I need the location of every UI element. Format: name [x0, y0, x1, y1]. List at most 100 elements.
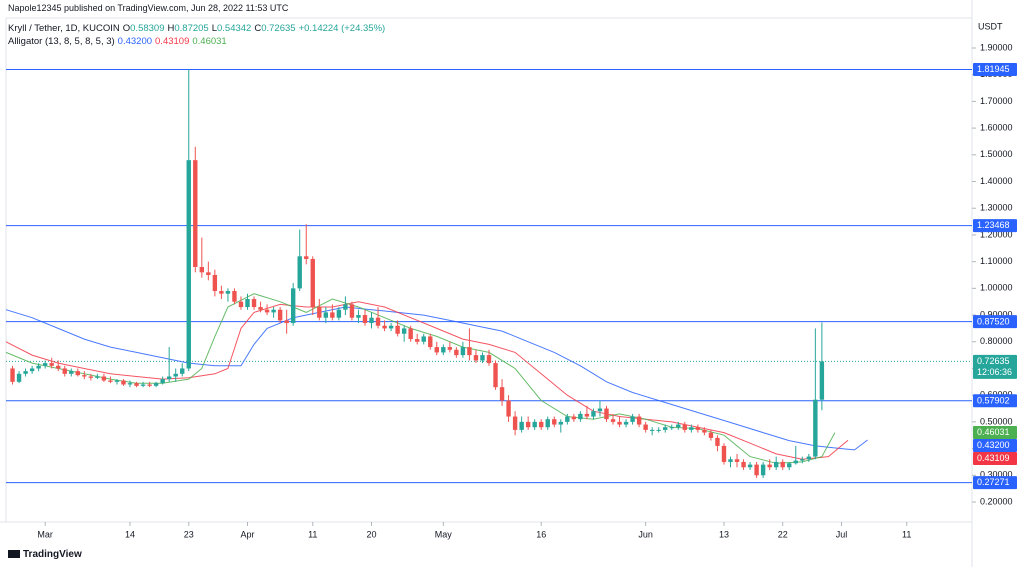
candle-body	[193, 160, 198, 267]
ohlc-key: H	[167, 23, 175, 34]
candle-body	[721, 445, 727, 462]
candle-body	[578, 413, 583, 420]
price-tag	[973, 354, 1017, 379]
ohlc-value: 0.87205	[174, 23, 209, 34]
candle-body	[741, 461, 746, 468]
candle-body	[447, 347, 453, 350]
price-tag	[973, 425, 1017, 439]
candle-body	[343, 304, 348, 310]
candle-body	[36, 365, 41, 369]
candle-body	[669, 427, 674, 429]
candle-body	[630, 416, 635, 422]
candle-body	[382, 325, 387, 329]
price-tag-label: 12:06:36	[977, 367, 1012, 377]
symbol: Kryll / Tether, 1D, KUCOIN	[8, 23, 120, 34]
candle-body	[623, 421, 629, 425]
candle-body	[558, 421, 563, 425]
price-tag-label: 0.43109	[977, 453, 1010, 463]
candle-body	[532, 421, 537, 428]
candle-body	[525, 421, 531, 428]
x-tick-label: Jun	[638, 529, 653, 539]
y-tick-label: 1.00000	[980, 283, 1013, 293]
candle-body	[186, 160, 191, 369]
ohlc-value: 0.58309	[130, 23, 165, 34]
candle-body	[428, 336, 433, 348]
candle-body	[42, 363, 48, 366]
candle-body	[212, 274, 218, 292]
alligator-line	[5, 306, 868, 451]
x-tick-label: Apr	[240, 529, 254, 539]
x-tick-label: 11	[902, 529, 911, 539]
price-tag-label: 0.43200	[977, 440, 1010, 450]
x-tick-label: 13	[719, 529, 729, 539]
price-tag	[973, 394, 1017, 408]
price-tag-label: 0.27271	[977, 477, 1010, 487]
candle-body	[251, 299, 257, 308]
candle-body	[767, 464, 772, 468]
candle-body	[539, 421, 544, 428]
candle-body	[604, 408, 609, 420]
indicator-value: 0.43109	[155, 36, 190, 47]
candle-body	[362, 315, 368, 324]
y-tick-label: 1.10000	[980, 256, 1013, 266]
candle-body	[565, 416, 570, 422]
candle-body	[134, 383, 139, 386]
candle-body	[702, 429, 707, 433]
candle-body	[180, 368, 185, 374]
candle-body	[140, 384, 146, 386]
footer: TradingView	[8, 549, 82, 560]
candle-body	[395, 325, 400, 334]
candle-body	[473, 355, 479, 361]
candle-body	[545, 419, 550, 428]
logo	[8, 550, 20, 559]
candle-body	[284, 320, 289, 324]
candle-body	[760, 464, 766, 476]
candle-body	[499, 387, 505, 401]
header: Napole12345 published on TradingView.com…	[8, 3, 289, 13]
candle-body	[304, 256, 309, 259]
candle-body	[800, 459, 805, 461]
candle-body	[23, 371, 28, 374]
candle-body	[649, 429, 655, 431]
candle-body	[780, 461, 785, 468]
candle-body	[682, 424, 688, 430]
x-tick-label: Jul	[836, 529, 848, 539]
candle-body	[317, 307, 322, 318]
candle-body	[460, 347, 466, 356]
candle-body	[206, 272, 211, 275]
ohlc-key: C	[254, 23, 262, 34]
candle-body	[401, 328, 407, 334]
candle-body	[441, 347, 446, 353]
candle-body	[676, 424, 681, 428]
indicator-value: 0.46031	[192, 36, 227, 47]
candle-body	[121, 380, 126, 385]
candle-body	[290, 288, 296, 324]
candle-body	[56, 365, 61, 369]
candle-body	[754, 464, 759, 476]
candle-body	[49, 363, 54, 366]
x-tick-label: May	[435, 529, 453, 539]
candle-body	[258, 307, 263, 310]
indicator: Alligator (13, 8, 5, 8, 5, 3)	[8, 36, 115, 47]
price-tag-label: 1.23468	[977, 220, 1010, 230]
candle-body	[127, 383, 133, 385]
price-tag-label: 0.72635	[977, 356, 1010, 366]
candle-body	[356, 315, 361, 318]
candle-body	[708, 432, 714, 438]
axis-title: USDT	[978, 21, 1003, 31]
candle-body	[787, 463, 792, 468]
x-tick-label: Mar	[37, 529, 53, 539]
candle-body	[388, 325, 394, 329]
ohlc-value: 0.72635	[261, 23, 296, 34]
candle-body	[114, 380, 120, 382]
change: +0.14224 (+24.35%)	[298, 23, 386, 34]
price-tag-label: 0.46031	[977, 427, 1010, 437]
candle-body	[108, 380, 113, 382]
x-tick-label: 11	[308, 529, 317, 539]
candle-body	[506, 400, 511, 417]
price-tag	[973, 219, 1017, 233]
candle-body	[421, 336, 426, 342]
candle-body	[584, 413, 590, 417]
candle-body	[75, 371, 80, 376]
